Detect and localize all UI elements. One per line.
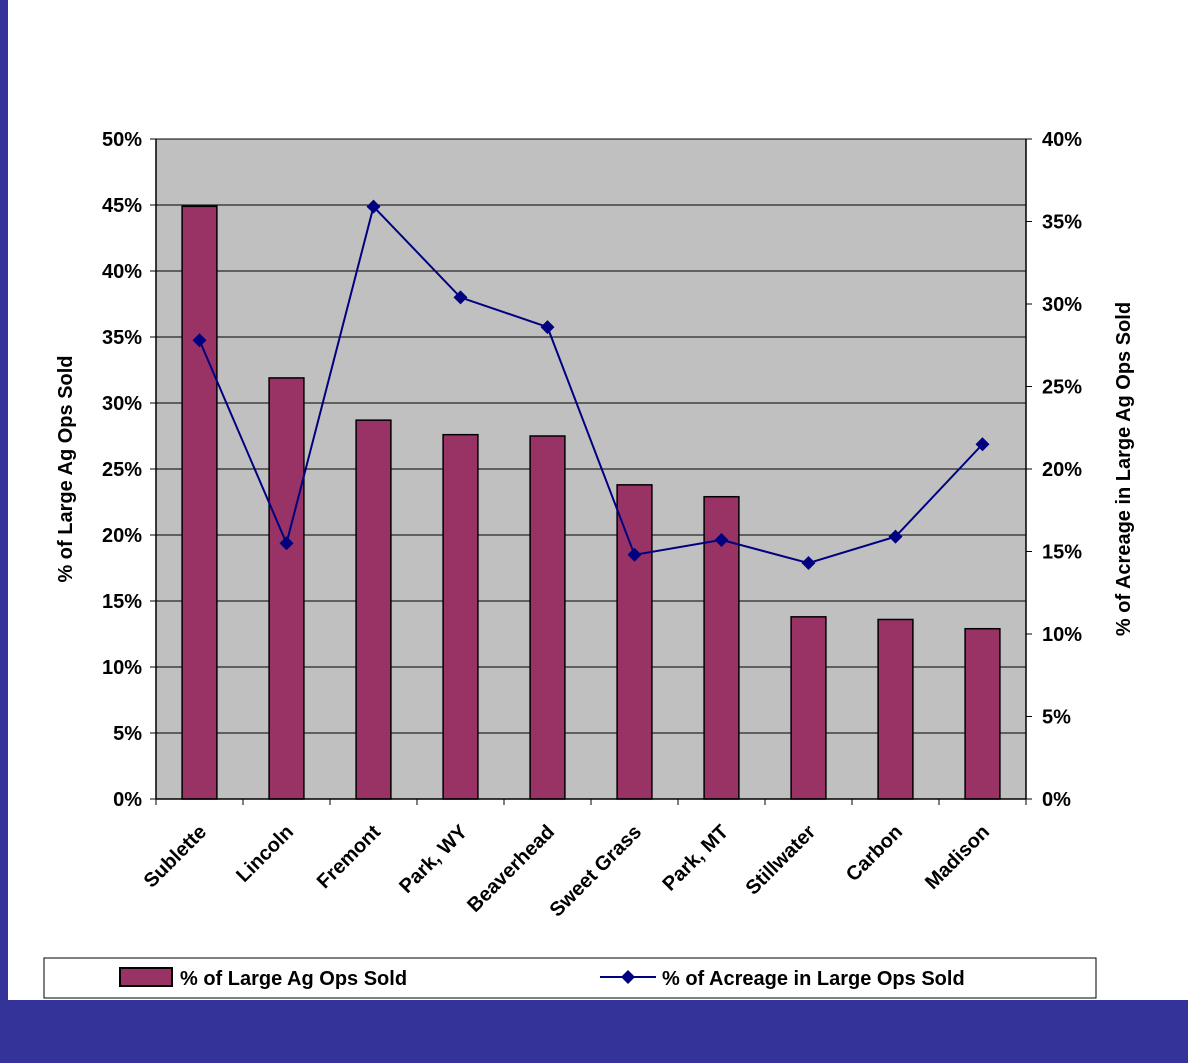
bar-3 bbox=[355, 419, 392, 800]
bar-7 bbox=[703, 495, 740, 800]
line-point-2 bbox=[279, 536, 294, 551]
bar-1 bbox=[181, 205, 218, 800]
combo-chart: 0% 5% 10% 15% 20% 25% 30% 35% 40% 45% 50% 0% 5% 10% 1… bbox=[43, 129, 1135, 999]
legend: % of Large Ag Ops Sold % of Acreage in L… bbox=[43, 957, 1097, 999]
left-tick-label: 30% bbox=[102, 393, 142, 415]
line-point-6 bbox=[627, 547, 642, 562]
left-axis-ticks: 0% 5% 10% 15% 20% 25% 30% 35% 40% 45% 50% bbox=[102, 129, 156, 811]
left-tick-label: 50% bbox=[102, 129, 142, 151]
category-axis-labels: Sublette Lincoln Fremont Park, WYBeaverhead… bbox=[140, 821, 994, 922]
line-point-1 bbox=[192, 333, 207, 348]
bar-4 bbox=[442, 433, 479, 800]
right-tick-label: 40% bbox=[1042, 129, 1082, 151]
line-point-10 bbox=[975, 437, 990, 452]
line-point-7 bbox=[714, 532, 729, 547]
bottom-border-band bbox=[0, 1000, 1188, 1063]
legend-label-line: % of Acreage in Large Ops Sold bbox=[662, 968, 965, 990]
left-tick-label: 40% bbox=[102, 261, 142, 283]
line-path bbox=[198, 204, 984, 565]
left-tick-label: 35% bbox=[102, 327, 142, 349]
right-tick-label: 5% bbox=[1042, 707, 1071, 729]
bar-9 bbox=[877, 618, 914, 800]
category-label: Stillwater bbox=[742, 821, 821, 900]
line-point-8 bbox=[801, 556, 816, 571]
line-point-9 bbox=[888, 529, 903, 544]
bar-2 bbox=[268, 377, 305, 800]
left-tick-label: 20% bbox=[102, 525, 142, 547]
category-label: Beaverhead bbox=[463, 821, 559, 917]
right-tick-label: 20% bbox=[1042, 459, 1082, 481]
left-tick-label: 25% bbox=[102, 459, 142, 481]
bar-8 bbox=[790, 616, 827, 800]
category-label: Fremont bbox=[313, 821, 385, 893]
right-tick-label: 30% bbox=[1042, 294, 1082, 316]
right-tick-label: 25% bbox=[1042, 377, 1082, 399]
y-axis-title-right: % of Acreage in Large Ag Ops Sold bbox=[1113, 302, 1135, 636]
bar-6 bbox=[616, 484, 653, 800]
left-tick-label: 0% bbox=[113, 789, 142, 811]
category-label: Sweet Grass bbox=[546, 821, 646, 921]
line-series bbox=[192, 199, 990, 571]
line-point-3 bbox=[366, 199, 381, 214]
category-label: Park, MT bbox=[659, 821, 734, 896]
y-axis-title-left: % of Large Ag Ops Sold bbox=[55, 355, 77, 582]
bar-5 bbox=[529, 435, 566, 800]
bar-10 bbox=[964, 627, 1001, 800]
bar-series bbox=[181, 205, 1001, 800]
right-tick-label: 10% bbox=[1042, 624, 1082, 646]
category-label: Madison bbox=[921, 821, 994, 894]
category-label: Lincoln bbox=[232, 821, 298, 887]
line-point-4 bbox=[453, 290, 468, 305]
legend-box bbox=[43, 957, 1097, 999]
left-border-band bbox=[0, 0, 8, 1000]
legend-diamond-marker bbox=[621, 970, 635, 984]
legend-label-bars: % of Large Ag Ops Sold bbox=[180, 968, 407, 990]
right-tick-label: 35% bbox=[1042, 212, 1082, 234]
left-tick-label: 15% bbox=[102, 591, 142, 613]
category-label: Sublette bbox=[140, 821, 211, 892]
right-tick-label: 0% bbox=[1042, 789, 1071, 811]
right-axis-ticks: 0% 5% 10% 15% 20% 25% 30% 35% 40% bbox=[1026, 129, 1082, 811]
left-tick-label: 5% bbox=[113, 723, 142, 745]
legend-bar-swatch bbox=[119, 967, 173, 987]
left-tick-label: 45% bbox=[102, 195, 142, 217]
line-point-5 bbox=[540, 320, 555, 335]
category-label: Park, WY bbox=[395, 821, 472, 898]
right-tick-label: 15% bbox=[1042, 542, 1082, 564]
left-tick-label: 10% bbox=[102, 657, 142, 679]
category-label: Carbon bbox=[842, 821, 907, 886]
